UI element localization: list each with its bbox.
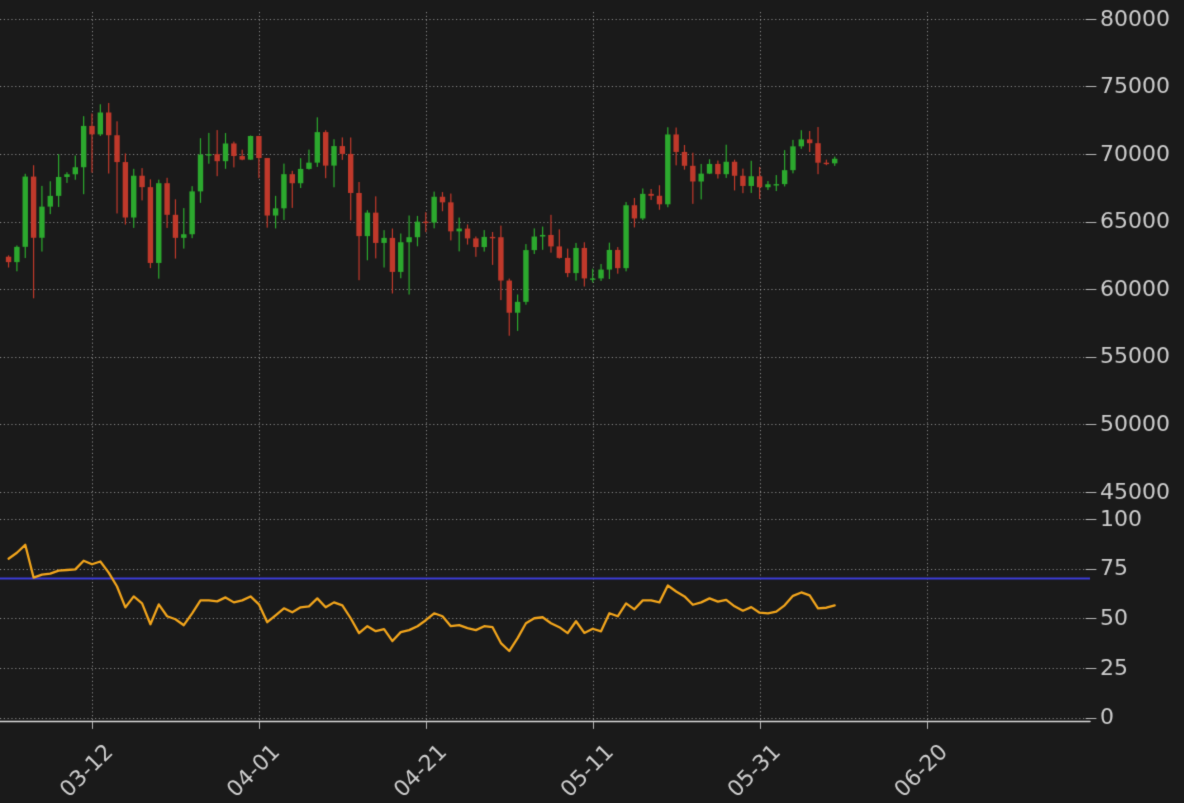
chart-canvas[interactable] bbox=[0, 0, 1184, 803]
btc-price-rsi-chart bbox=[0, 0, 1184, 803]
